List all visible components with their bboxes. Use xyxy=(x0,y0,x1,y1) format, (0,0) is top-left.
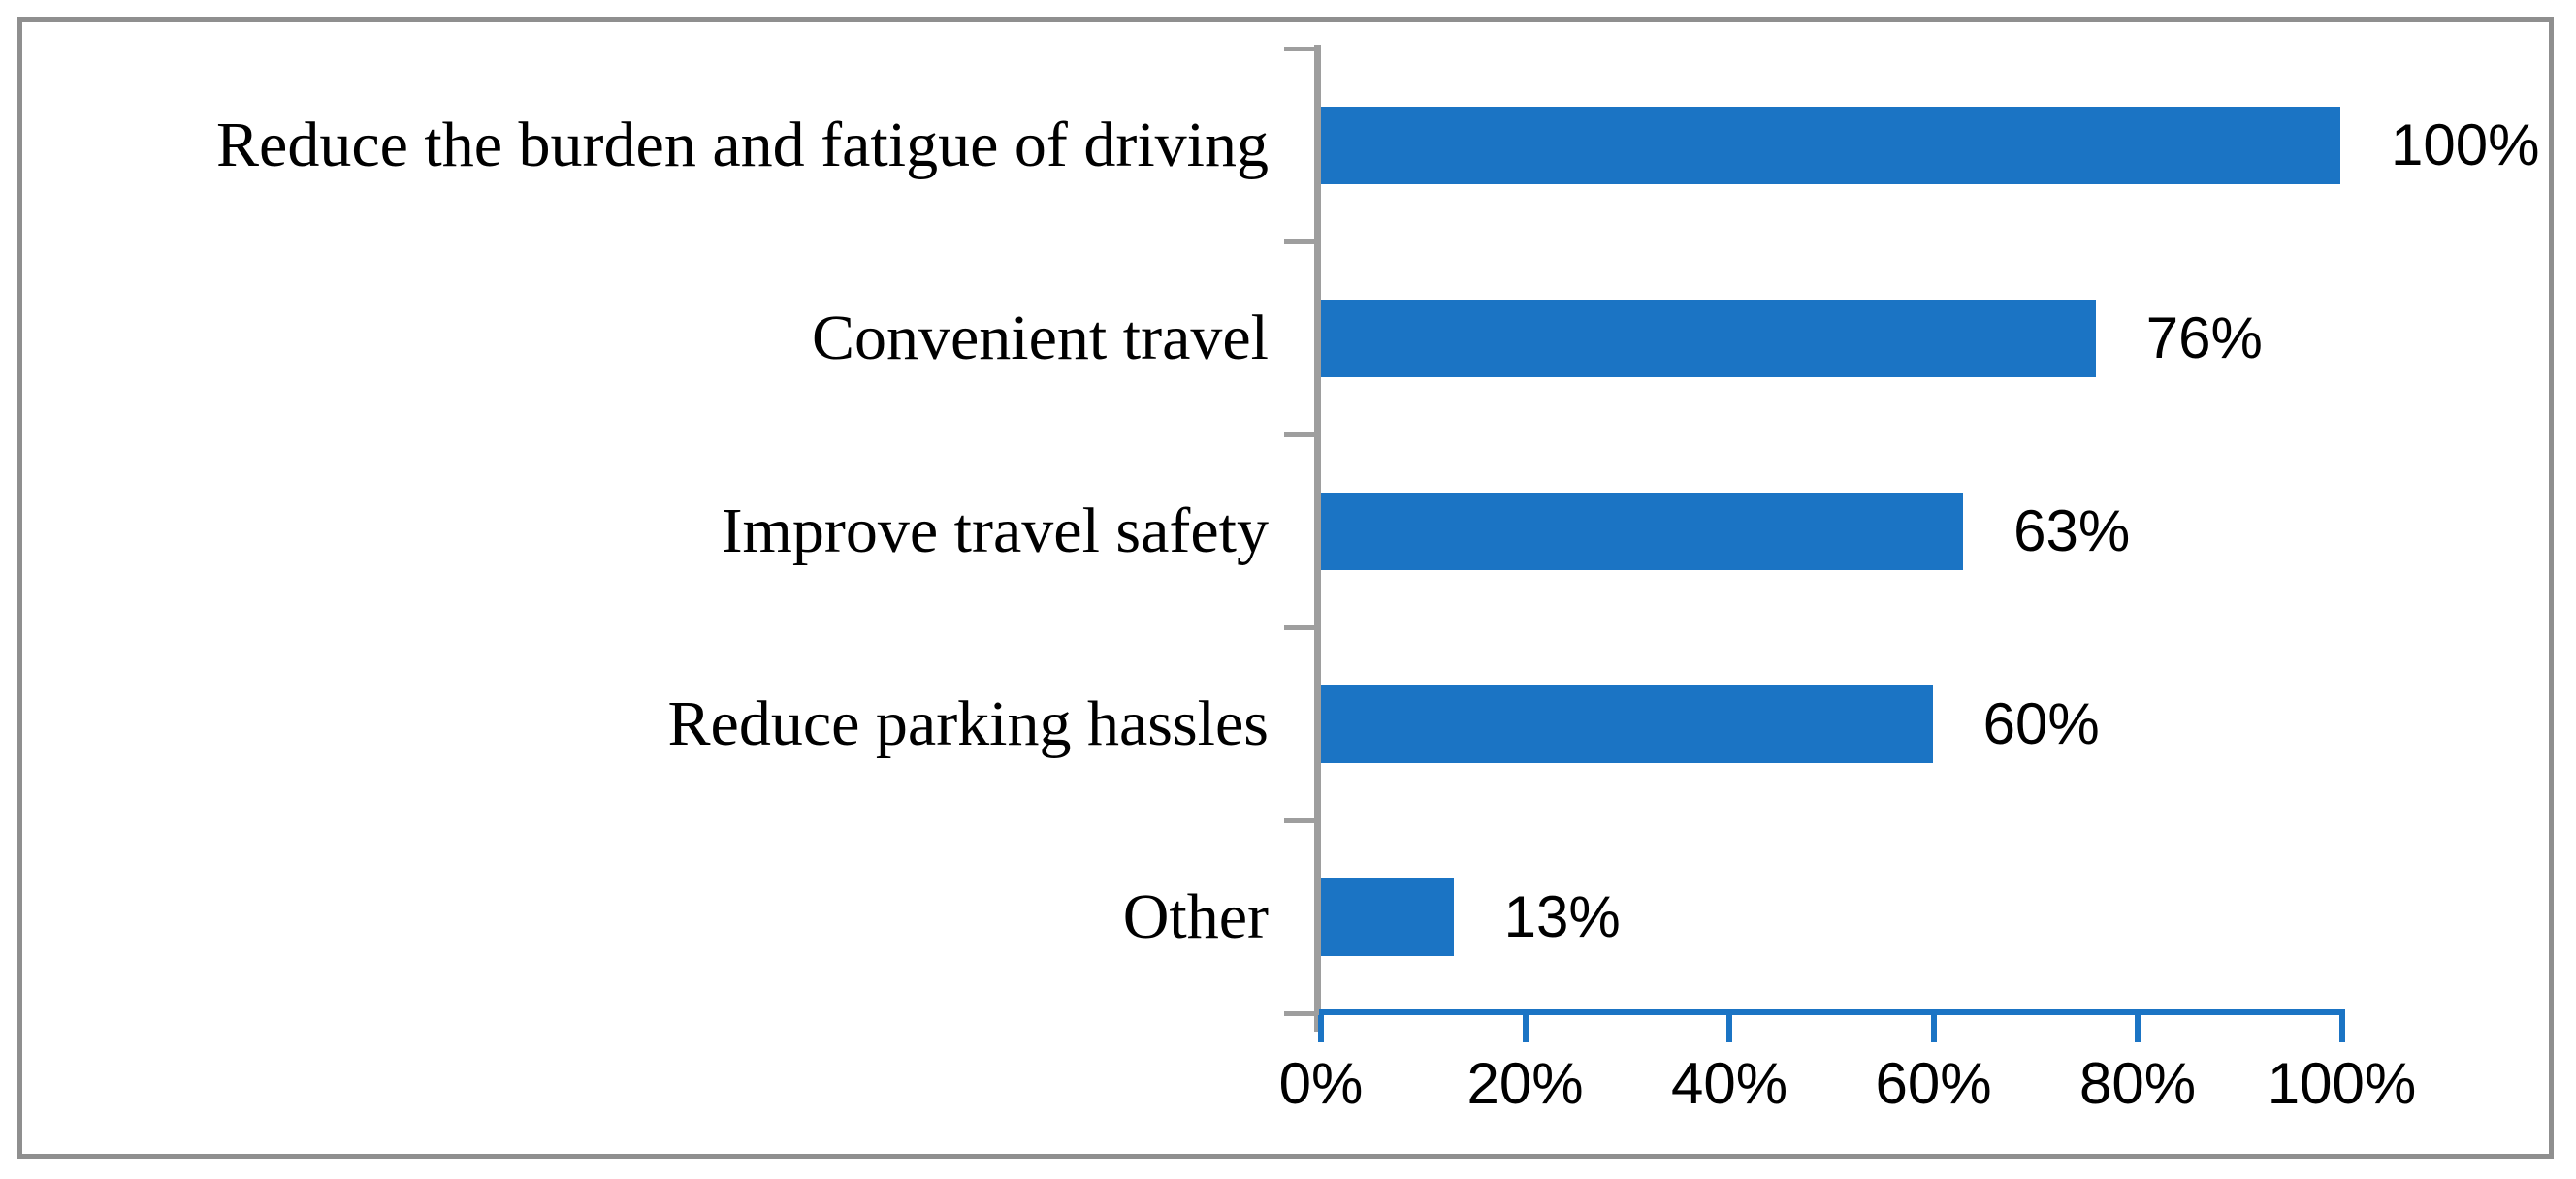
value-axis-tick-label: 100% xyxy=(2267,1051,2417,1116)
value-axis-tick xyxy=(1726,1015,1732,1042)
bar xyxy=(1321,493,1964,570)
category-label: Other xyxy=(1122,881,1269,952)
bar-value-label: 13% xyxy=(1503,884,1621,949)
category-label: Convenient travel xyxy=(811,303,1269,373)
bar-value-label: 100% xyxy=(2391,112,2540,177)
bar-value-label: 63% xyxy=(2013,498,2131,563)
bar xyxy=(1321,878,1454,956)
value-axis-tick-label: 80% xyxy=(2078,1051,2197,1116)
category-axis-tick xyxy=(1284,818,1321,823)
bar xyxy=(1321,300,2096,377)
bar-value-label: 60% xyxy=(1982,691,2100,756)
value-axis-tick-label: 20% xyxy=(1466,1051,1584,1116)
category-axis-tick xyxy=(1284,625,1321,630)
value-axis-tick-label: 0% xyxy=(1278,1051,1364,1116)
category-axis-tick xyxy=(1284,1011,1321,1016)
value-axis-tick xyxy=(1930,1015,1937,1042)
category-label: Reduce the burden and fatigue of driving xyxy=(216,110,1269,180)
value-axis-tick xyxy=(2135,1015,2141,1042)
value-axis-tick-label: 40% xyxy=(1670,1051,1788,1116)
value-axis-tick xyxy=(1522,1015,1529,1042)
category-axis-line xyxy=(1314,45,1321,1032)
value-axis-line xyxy=(1319,1009,2345,1015)
category-axis-tick xyxy=(1284,239,1321,244)
category-axis-tick xyxy=(1284,432,1321,437)
chart-border-frame xyxy=(17,17,2554,1159)
category-axis-tick xyxy=(1284,47,1321,51)
bar xyxy=(1321,107,2340,184)
category-label: Reduce parking hassles xyxy=(667,688,1270,759)
value-axis-tick xyxy=(1318,1015,1324,1042)
value-axis-tick xyxy=(2338,1015,2345,1042)
category-label: Improve travel safety xyxy=(721,495,1269,566)
bar xyxy=(1321,685,1933,763)
bar-value-label: 76% xyxy=(2145,305,2263,370)
value-axis-tick-label: 60% xyxy=(1875,1051,1992,1116)
